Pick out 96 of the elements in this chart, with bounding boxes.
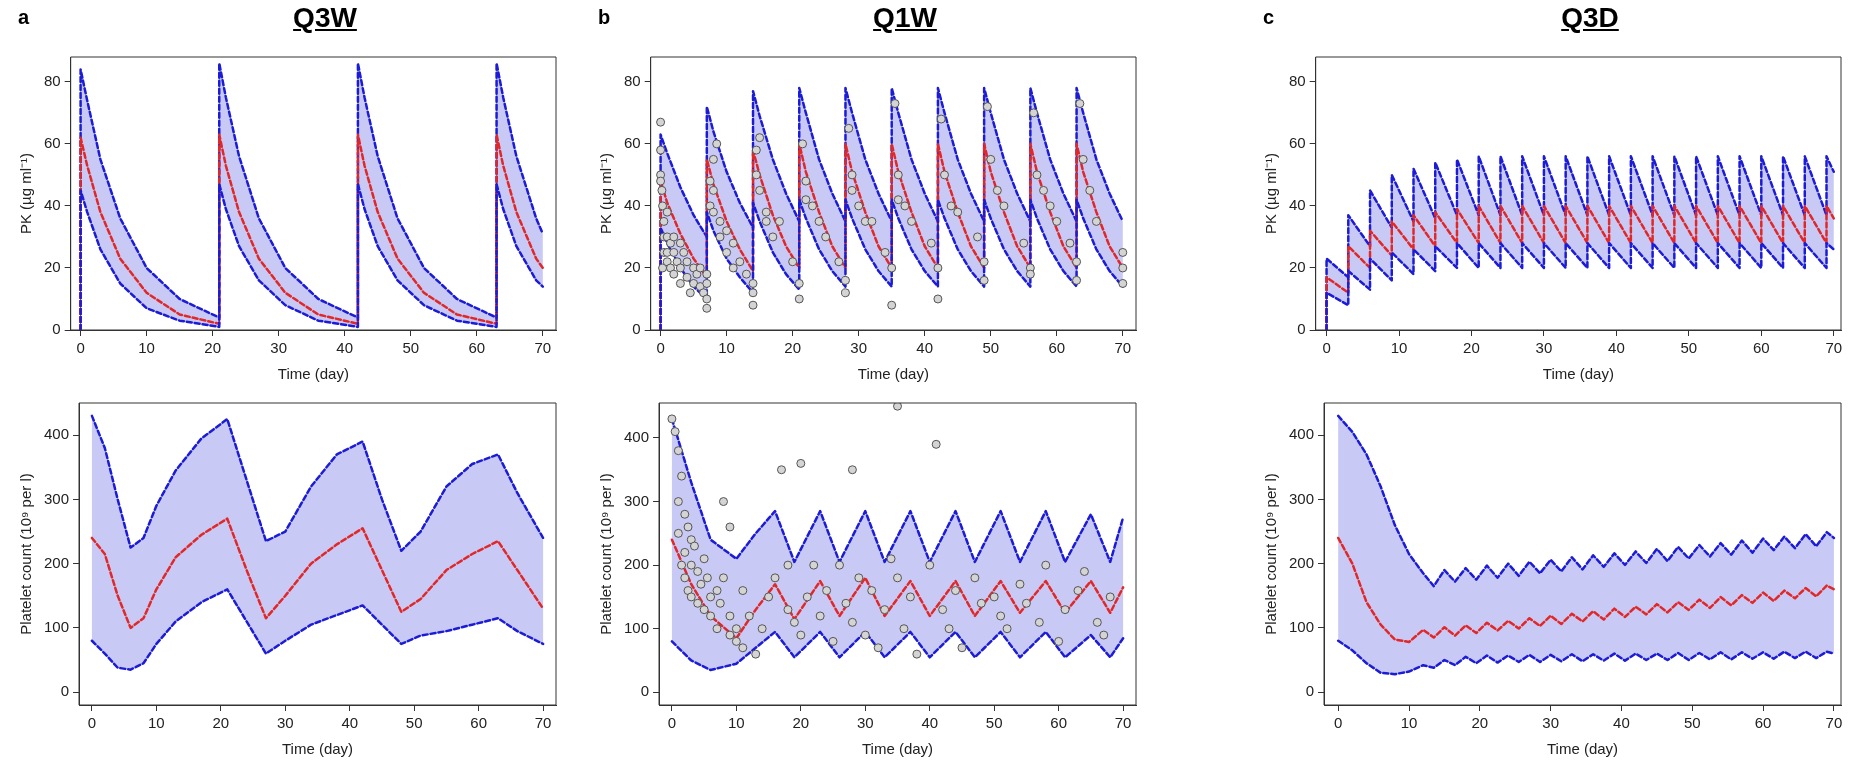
x-tick-label: 10	[728, 714, 745, 732]
x-tick-label: 50	[402, 339, 420, 357]
y-axis-title: PK (µg ml⁻¹)	[1262, 152, 1280, 235]
y-tick-label: 100	[1289, 618, 1315, 636]
x-tick-label: 40	[921, 714, 939, 732]
x-tick-label: 60	[1048, 339, 1066, 357]
x-tick-label: 0	[1334, 714, 1343, 732]
x-tick-label: 50	[405, 714, 423, 732]
y-tick-label: 400	[624, 428, 650, 446]
x-axis-title: Time (day)	[1546, 740, 1619, 758]
y-tick-label: 300	[624, 491, 650, 509]
x-tick-label: 70	[1825, 339, 1843, 357]
y-tick-label: 300	[1289, 489, 1315, 507]
y-tick-label: 100	[44, 618, 70, 636]
chart-title: Q1W	[873, 2, 937, 33]
y-tick-label: 0	[640, 682, 650, 700]
chart-title: Q3W	[293, 2, 357, 33]
x-tick-label: 20	[1463, 339, 1480, 357]
x-tick-label: 70	[534, 339, 552, 357]
y-axis-title: PK (µg ml⁻¹)	[17, 152, 35, 235]
y-tick-label: 40	[44, 196, 61, 214]
y-tick-label: 20	[1289, 258, 1306, 276]
x-tick-label: 40	[341, 714, 359, 732]
x-tick-label: 50	[1680, 339, 1698, 357]
x-axis-title: Time (day)	[857, 365, 929, 383]
text: a	[18, 6, 30, 29]
x-tick-label: 50	[982, 339, 1000, 357]
y-axis-title: Platelet count (10⁹ per l)	[597, 473, 615, 635]
y-tick-label: 200	[1289, 553, 1315, 571]
y-tick-label: 20	[624, 258, 641, 276]
x-tick-label: 30	[850, 339, 868, 357]
y-tick-label: 40	[1289, 196, 1306, 214]
y-axis-title: Platelet count (10⁹ per l)	[1262, 473, 1280, 635]
x-tick-label: 60	[470, 714, 487, 732]
x-tick-label: 20	[212, 714, 230, 732]
x-axis-title: Time (day)	[1542, 365, 1614, 383]
y-tick-label: 60	[624, 134, 641, 151]
x-tick-label: 70	[1114, 339, 1132, 357]
y-tick-label: 80	[44, 71, 61, 89]
x-tick-label: 0	[76, 339, 85, 357]
x-tick-label: 10	[138, 339, 155, 357]
x-tick-label: 40	[1613, 714, 1630, 732]
x-tick-label: 40	[916, 339, 934, 357]
x-tick-label: 60	[468, 339, 486, 357]
x-tick-label: 70	[1114, 714, 1132, 732]
x-tick-label: 20	[792, 714, 810, 732]
x-tick-label: 30	[276, 714, 294, 732]
chart-title: Q3D	[1561, 2, 1619, 33]
x-tick-label: 70	[534, 714, 552, 732]
x-axis-title: Time (day)	[861, 740, 934, 758]
x-tick-label: 40	[1608, 339, 1625, 357]
y-tick-label: 400	[44, 425, 70, 443]
y-tick-label: 0	[60, 682, 70, 700]
x-axis-title: Time (day)	[277, 365, 349, 383]
x-tick-label: 60	[1754, 714, 1772, 732]
x-tick-label: 20	[1471, 714, 1489, 732]
y-tick-label: 0	[632, 320, 641, 338]
x-tick-label: 60	[1050, 714, 1067, 732]
x-tick-label: 10	[1400, 714, 1418, 732]
x-tick-label: 50	[985, 714, 1003, 732]
x-tick-label: 20	[784, 339, 801, 357]
y-tick-label: 200	[44, 553, 70, 571]
x-tick-label: 60	[1752, 339, 1770, 357]
y-tick-label: 20	[44, 258, 61, 276]
x-tick-label: 40	[336, 339, 354, 357]
x-tick-label: 70	[1825, 714, 1843, 732]
y-tick-label: 0	[1297, 320, 1306, 338]
x-tick-label: 10	[148, 714, 165, 732]
y-tick-label: 60	[1289, 134, 1306, 151]
x-tick-label: 0	[87, 714, 97, 732]
x-axis-title: Time (day)	[281, 740, 354, 758]
y-tick-label: 200	[624, 555, 650, 573]
text: c	[1263, 6, 1275, 29]
x-tick-label: 30	[1542, 714, 1559, 732]
y-axis-title: Platelet count (10⁹ per l)	[17, 473, 35, 635]
y-tick-label: 40	[624, 196, 641, 214]
y-tick-label: 80	[1289, 71, 1306, 89]
y-tick-label: 0	[52, 320, 61, 338]
y-tick-label: 300	[44, 489, 70, 507]
y-tick-label: 60	[44, 134, 61, 151]
y-tick-label: 80	[624, 71, 641, 89]
x-tick-label: 30	[856, 714, 874, 732]
x-tick-label: 0	[1322, 339, 1331, 357]
x-tick-label: 10	[718, 339, 735, 357]
text: b	[598, 6, 611, 29]
x-tick-label: 0	[667, 714, 677, 732]
y-tick-label: 100	[624, 618, 650, 636]
x-tick-label: 20	[204, 339, 221, 357]
x-tick-label: 10	[1390, 339, 1408, 357]
x-tick-label: 50	[1683, 714, 1701, 732]
x-tick-label: 0	[656, 339, 665, 357]
x-tick-label: 30	[270, 339, 288, 357]
y-tick-label: 400	[1289, 425, 1315, 443]
y-tick-label: 0	[1305, 682, 1315, 700]
y-axis-title: PK (µg ml⁻¹)	[597, 152, 615, 235]
x-tick-label: 30	[1535, 339, 1553, 357]
